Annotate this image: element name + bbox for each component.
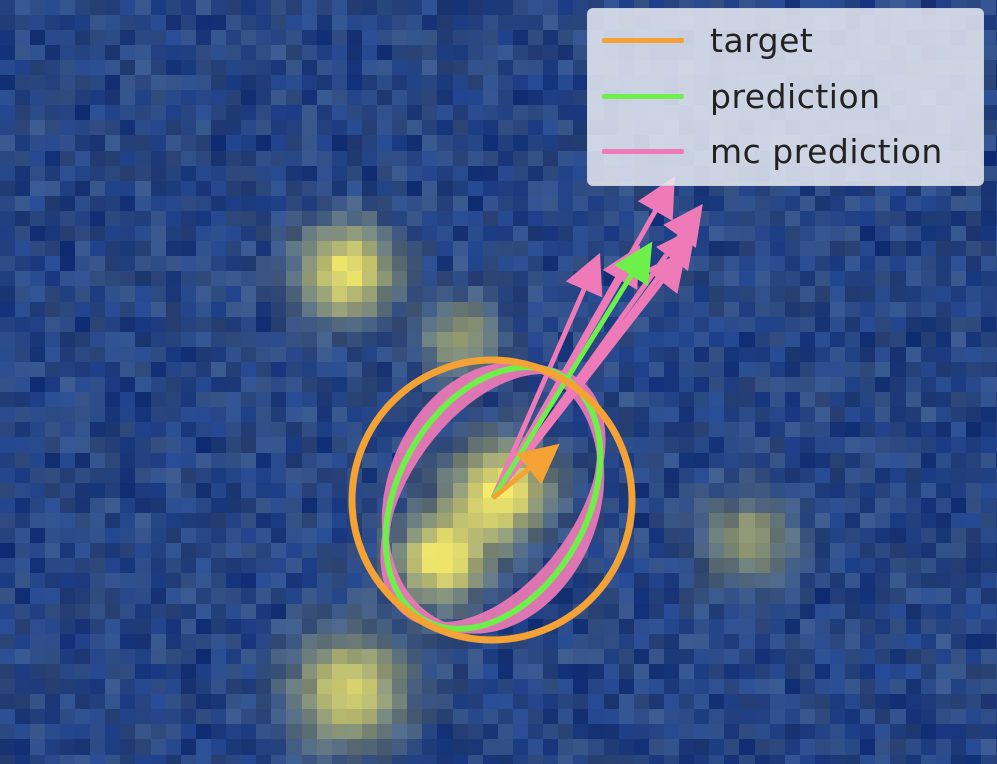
legend-label-mc-prediction: mc prediction xyxy=(710,131,943,171)
legend-label-prediction: prediction xyxy=(710,76,881,116)
target-circle xyxy=(348,356,636,644)
legend: target prediction mc prediction xyxy=(587,8,984,186)
mc-arrow-6 xyxy=(491,250,687,500)
legend-swatch-prediction xyxy=(602,93,684,99)
legend-item-target: target xyxy=(602,13,813,67)
legend-item-mc-prediction: mc prediction xyxy=(602,124,943,178)
legend-label-target: target xyxy=(710,20,814,60)
legend-swatch-target xyxy=(602,37,684,43)
target-arrow xyxy=(491,443,560,500)
mc-arrow-2 xyxy=(490,252,603,500)
legend-swatch-mc-prediction xyxy=(602,148,684,154)
legend-item-prediction: prediction xyxy=(602,69,881,123)
